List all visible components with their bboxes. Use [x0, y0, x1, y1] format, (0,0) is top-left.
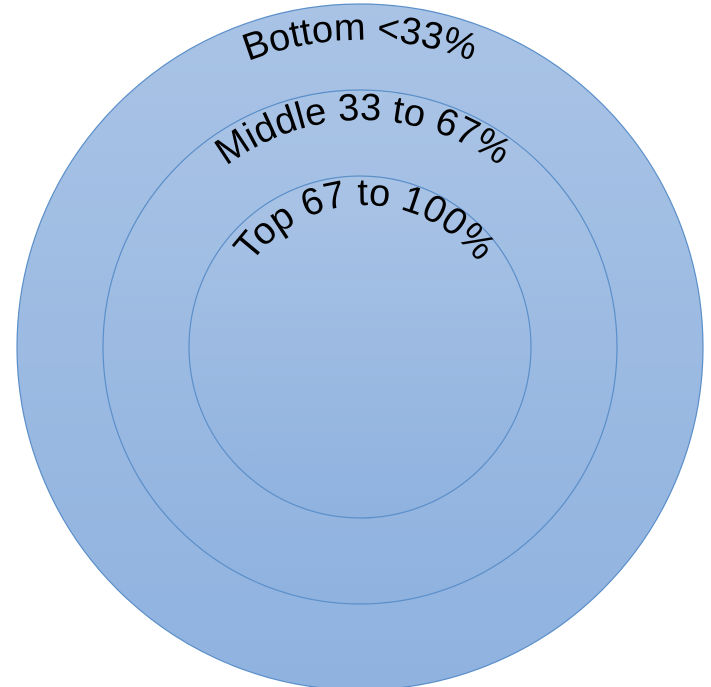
- ring-top: [188, 175, 532, 519]
